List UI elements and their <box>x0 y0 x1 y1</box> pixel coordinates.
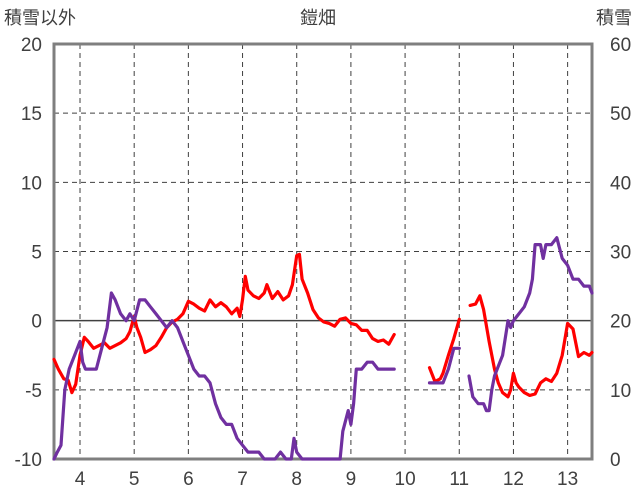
grid-lines <box>54 44 592 459</box>
left-tick-label: 0 <box>31 312 42 333</box>
left-tick-label: -5 <box>25 381 42 402</box>
x-tick-label: 5 <box>129 469 140 490</box>
right-tick-label: 40 <box>610 173 631 194</box>
x-tick-label: 6 <box>183 469 194 490</box>
x-tick-label: 12 <box>503 469 524 490</box>
left-tick-label: 15 <box>21 104 42 125</box>
right-tick-label: 0 <box>610 450 621 471</box>
right-tick-label: 10 <box>610 381 631 402</box>
chart-title: 鎧畑 <box>300 8 336 28</box>
right-tick-label: 30 <box>610 243 631 264</box>
left-tick-label: -10 <box>15 450 42 471</box>
right-tick-label: 20 <box>610 312 631 333</box>
left-axis-label: 積雪以外 <box>4 8 76 28</box>
left-tick-label: 5 <box>31 243 42 264</box>
left-axis-series-line-segment-3 <box>468 294 594 399</box>
left-tick-label: 10 <box>21 173 42 194</box>
x-tick-label: 9 <box>346 469 357 490</box>
left-axis-series-line-segment-1 <box>52 252 396 395</box>
x-tick-label: 13 <box>557 469 578 490</box>
x-tick-label: 4 <box>75 469 86 490</box>
x-axis-ticks: 4 5 6 7 8 9 10 11 12 13 <box>75 469 578 490</box>
x-tick-label: 8 <box>291 469 302 490</box>
right-axis-ticks: 0 10 20 30 40 50 60 <box>610 35 631 471</box>
right-tick-label: 50 <box>610 104 631 125</box>
left-axis-ticks: -10 -5 0 5 10 15 20 <box>15 35 42 471</box>
left-tick-label: 20 <box>21 35 42 56</box>
snow-depth-line-segment-2 <box>427 346 461 385</box>
right-axis-label: 積雪 <box>596 8 632 28</box>
series-layer <box>52 236 594 461</box>
x-tick-label: 10 <box>395 469 416 490</box>
x-tick-label: 11 <box>449 469 469 490</box>
plot-frame <box>52 42 594 461</box>
snow-depth-line-segment-1 <box>52 291 396 461</box>
x-tick-label: 7 <box>237 469 248 490</box>
snow-depth-line-segment-3 <box>467 236 594 413</box>
right-tick-label: 60 <box>610 35 631 56</box>
